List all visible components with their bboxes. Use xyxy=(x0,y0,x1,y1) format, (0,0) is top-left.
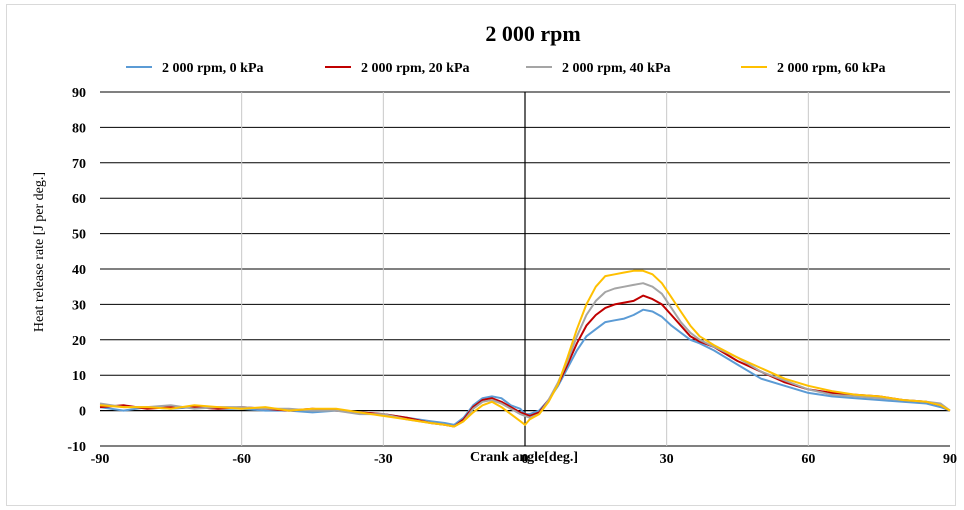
y-tick-label: 0 xyxy=(79,405,86,420)
legend: 2 000 rpm, 0 kPa 2 000 rpm, 20 kPa 2 000 r… xyxy=(126,61,886,76)
series-line-4 xyxy=(99,269,951,428)
tick-labels: -10 0 10 20 30 40 50 60 70 80 90 -90 -60 -30 0 30 60 90 xyxy=(67,86,957,467)
y-tick-label: -10 xyxy=(67,440,86,455)
y-tick-label: 20 xyxy=(72,334,86,349)
y-tick-label: 50 xyxy=(72,228,86,243)
x-tick-label: -30 xyxy=(374,452,393,467)
y-tick-label: 10 xyxy=(72,369,86,384)
x-tick-label: 90 xyxy=(943,452,957,467)
x-tick-label: -90 xyxy=(91,452,110,467)
y-tick-label: 90 xyxy=(72,86,86,101)
legend-label: 2 000 rpm, 40 kPa xyxy=(562,61,671,76)
y-axis-label: Heat release rate [J per deg.] xyxy=(32,172,47,332)
chart-frame xyxy=(6,4,956,506)
x-axis-label: Crank angle[deg.] xyxy=(470,450,578,465)
series-group xyxy=(99,269,951,428)
legend-label: 2 000 rpm, 60 kPa xyxy=(777,61,886,76)
x-tick-label: 60 xyxy=(801,452,815,467)
y-tick-label: 30 xyxy=(72,298,86,313)
y-tick-label: 70 xyxy=(72,157,86,172)
axes xyxy=(100,92,950,446)
y-tick-label: 60 xyxy=(72,192,86,207)
legend-label: 2 000 rpm, 20 kPa xyxy=(361,61,470,76)
x-tick-label: -60 xyxy=(232,452,251,467)
x-tick-label: 30 xyxy=(660,452,674,467)
legend-label: 2 000 rpm, 0 kPa xyxy=(162,61,264,76)
y-tick-label: 80 xyxy=(72,121,86,136)
chart-title: 2 000 rpm xyxy=(485,21,580,46)
x-tick-label: 0 xyxy=(522,452,529,467)
y-tick-label: 40 xyxy=(72,263,86,278)
